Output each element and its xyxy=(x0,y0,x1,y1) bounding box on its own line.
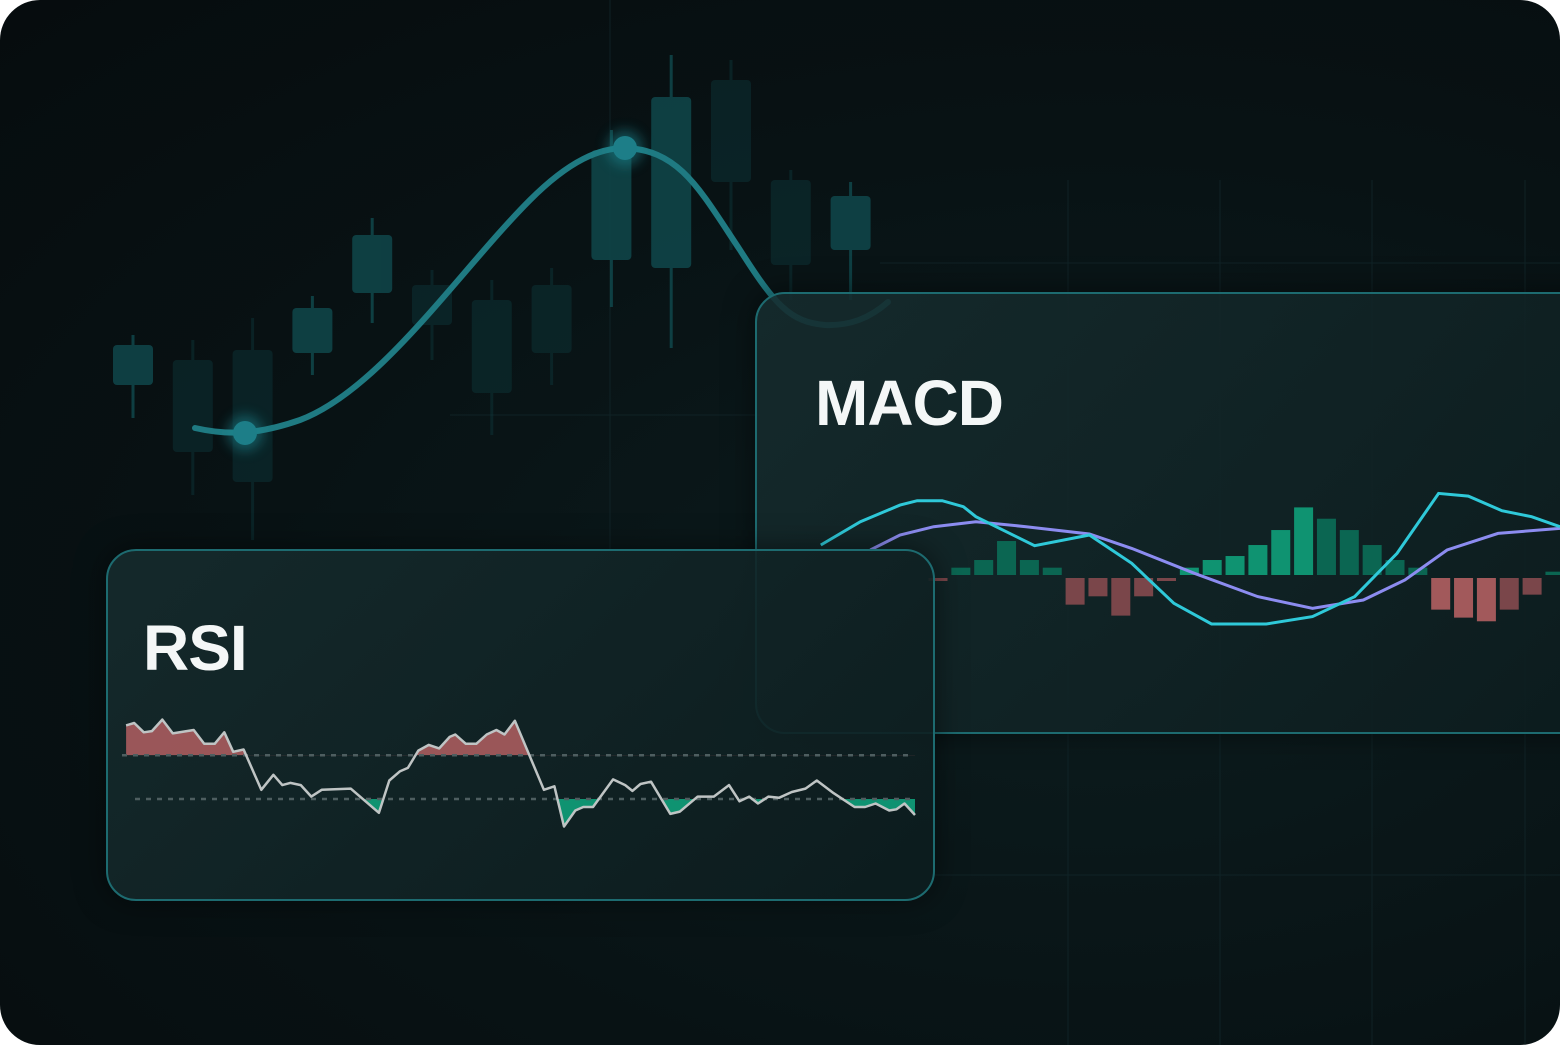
histogram-bar xyxy=(1385,560,1405,575)
candle xyxy=(292,296,333,375)
candle-body xyxy=(292,308,333,353)
histogram-bar xyxy=(1202,560,1222,575)
rsi-panel: RSI xyxy=(106,549,935,901)
candle-body xyxy=(770,180,811,265)
candle xyxy=(770,170,811,300)
candle-body xyxy=(830,196,871,250)
rsi-oversold-fill xyxy=(362,798,915,827)
candle xyxy=(113,335,153,418)
trend-point-low xyxy=(227,415,263,451)
histogram-bar xyxy=(1499,578,1519,610)
histogram-bar xyxy=(1339,530,1359,575)
histogram-bar xyxy=(1362,545,1382,575)
candle-body xyxy=(471,300,512,393)
candle-body xyxy=(651,97,692,268)
histogram-bar xyxy=(1271,530,1291,575)
rsi-line xyxy=(125,718,916,828)
histogram-bar xyxy=(1476,578,1496,622)
histogram-bar xyxy=(1294,507,1314,575)
histogram-bar xyxy=(1225,556,1245,575)
histogram-bar xyxy=(1431,578,1451,610)
histogram-bar xyxy=(1157,578,1176,581)
histogram-bar xyxy=(928,578,948,581)
rsi-title: RSI xyxy=(143,612,248,684)
macd-line xyxy=(820,491,1560,626)
histogram-bar xyxy=(1316,518,1336,575)
macd-histogram xyxy=(928,507,1560,622)
histogram-bar xyxy=(1111,578,1131,616)
trend-point-high xyxy=(607,130,643,166)
histogram-bar xyxy=(1019,560,1039,575)
candle xyxy=(471,280,512,435)
histogram-bar xyxy=(974,560,994,575)
histogram-bar xyxy=(1248,545,1268,575)
macd-title: MACD xyxy=(815,367,1004,439)
candle xyxy=(651,55,692,348)
histogram-bar xyxy=(1065,578,1085,605)
candle-body xyxy=(113,345,153,385)
histogram-bar xyxy=(951,567,971,575)
candle xyxy=(531,268,572,385)
histogram-bar xyxy=(997,541,1017,575)
histogram-bar xyxy=(1522,578,1542,595)
histogram-bar xyxy=(1042,567,1062,575)
histogram-bar xyxy=(1134,578,1154,597)
histogram-bar xyxy=(1454,578,1474,618)
signal-line xyxy=(869,520,1560,610)
candle-body xyxy=(591,150,632,260)
candle xyxy=(711,60,751,250)
candle xyxy=(352,218,393,323)
candle-body xyxy=(352,235,393,293)
candle xyxy=(830,182,871,300)
histogram-bar xyxy=(1088,578,1108,597)
candle-body xyxy=(711,80,751,182)
histogram-bar xyxy=(1545,571,1560,575)
candle-body xyxy=(531,285,572,353)
